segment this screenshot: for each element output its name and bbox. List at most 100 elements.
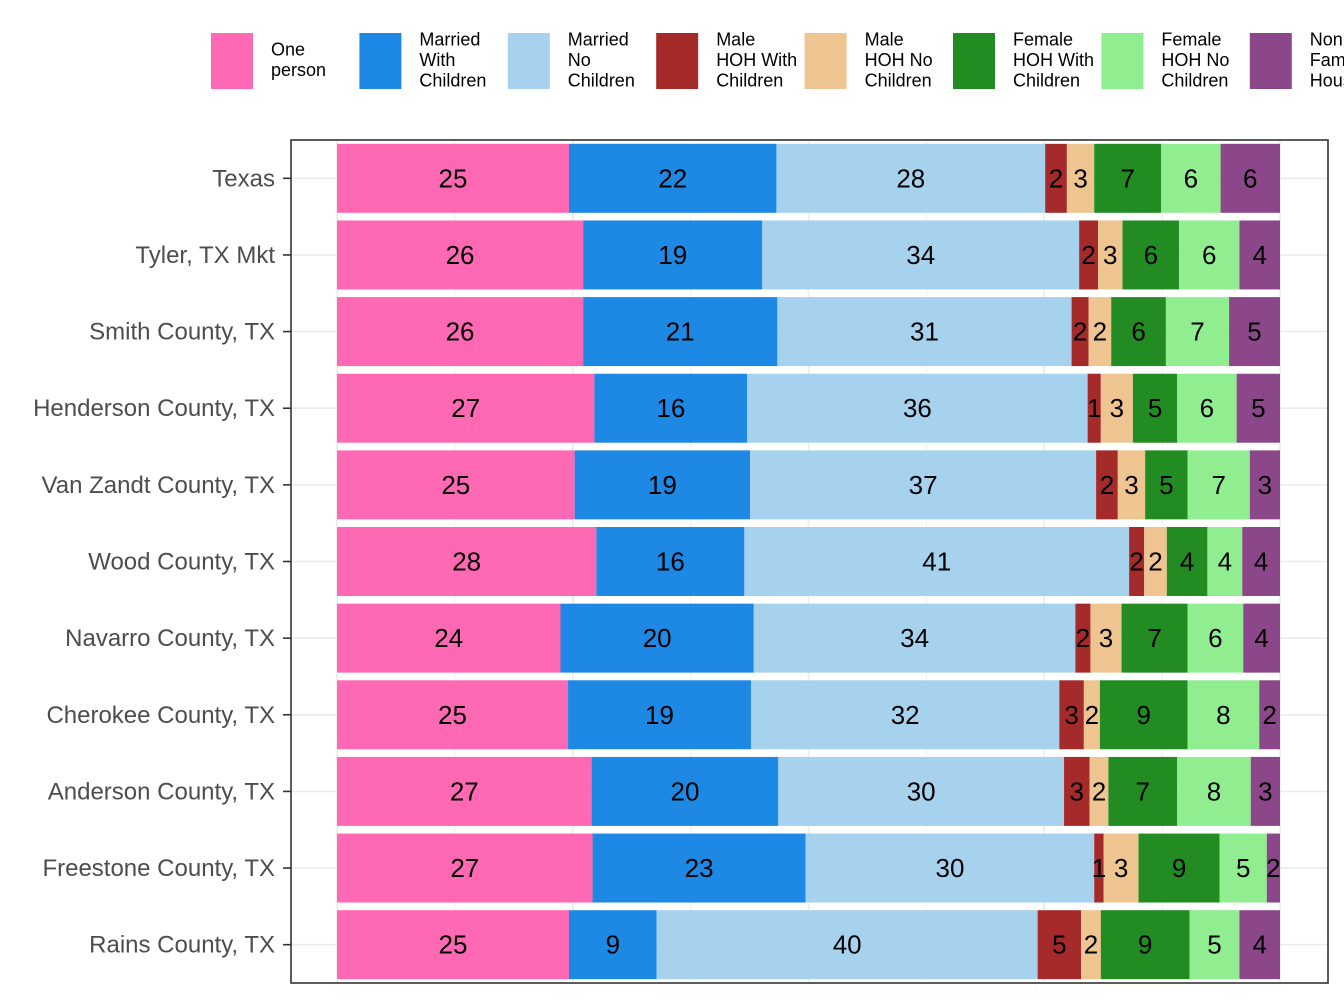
data-label: 24 bbox=[434, 623, 463, 653]
bar-rains-county-tx-one-person bbox=[337, 910, 569, 980]
bar-texas-female-hoh-with-children bbox=[1094, 143, 1162, 213]
bar-navarro-county-tx-non-family-households bbox=[1243, 603, 1280, 673]
data-label: 6 bbox=[1200, 393, 1214, 423]
bar-henderson-county-tx-married-no-children bbox=[747, 373, 1088, 443]
bar-smith-county-tx-one-person bbox=[337, 297, 584, 367]
data-label: 2 bbox=[1092, 776, 1106, 806]
data-label: 28 bbox=[452, 547, 481, 577]
bar-anderson-county-tx-married-with-children bbox=[591, 756, 779, 826]
data-label: 27 bbox=[450, 776, 479, 806]
bar-cherokee-county-tx-male-hoh-no-children bbox=[1083, 680, 1100, 750]
bar-henderson-county-tx-male-hoh-with-children bbox=[1087, 373, 1101, 443]
bar-texas-married-with-children bbox=[568, 143, 777, 213]
bar-rains-county-tx-female-hoh-with-children bbox=[1100, 910, 1190, 980]
data-label: 2 bbox=[1073, 317, 1087, 347]
data-label: 6 bbox=[1208, 623, 1222, 653]
bar-cherokee-county-tx-female-hoh-with-children bbox=[1099, 680, 1188, 750]
bar-anderson-county-tx-one-person bbox=[337, 756, 592, 826]
data-label: 2 bbox=[1093, 317, 1107, 347]
data-label: 27 bbox=[450, 853, 479, 883]
bar-wood-county-tx-one-person bbox=[337, 527, 597, 596]
data-label: 20 bbox=[671, 776, 700, 806]
bar-freestone-county-tx-one-person bbox=[337, 833, 593, 903]
bar-wood-county-tx-non-family-households bbox=[1242, 527, 1280, 596]
legend-key bbox=[953, 33, 995, 89]
legend-label: Children bbox=[716, 70, 783, 90]
bar-tyler-tx-mkt-one-person bbox=[337, 220, 584, 290]
data-label: 1 bbox=[1087, 393, 1101, 423]
bar-tyler-tx-mkt-female-hoh-with-children bbox=[1122, 220, 1180, 290]
legend-label: Married bbox=[568, 29, 629, 49]
legend-label: No bbox=[568, 50, 591, 70]
bar-rains-county-tx-married-with-children bbox=[568, 910, 657, 980]
bar-cherokee-county-tx-married-with-children bbox=[568, 680, 751, 750]
legend-key bbox=[359, 33, 402, 89]
legend-label: Non bbox=[1310, 29, 1343, 49]
data-label: 21 bbox=[666, 317, 695, 347]
bar-navarro-county-tx-one-person bbox=[337, 603, 561, 673]
bar-cherokee-county-tx-non-family-households bbox=[1259, 680, 1280, 750]
bar-van-zandt-county-tx-male-hoh-with-children bbox=[1096, 450, 1118, 520]
data-label: 2 bbox=[1084, 930, 1098, 960]
data-label: 9 bbox=[1137, 700, 1151, 730]
bar-rains-county-tx-male-hoh-with-children bbox=[1037, 910, 1082, 980]
data-label: 7 bbox=[1211, 470, 1225, 500]
bar-wood-county-tx-married-with-children bbox=[596, 527, 745, 596]
data-label: 4 bbox=[1254, 623, 1268, 653]
legend-key bbox=[211, 33, 253, 89]
legend-label: Male bbox=[865, 29, 904, 49]
data-label: 5 bbox=[1159, 470, 1173, 500]
data-label: 2 bbox=[1100, 470, 1114, 500]
bar-texas-female-hoh-no-children bbox=[1161, 143, 1221, 213]
bar-tyler-tx-mkt-male-hoh-with-children bbox=[1079, 220, 1099, 290]
bar-van-zandt-county-tx-female-hoh-no-children bbox=[1187, 450, 1250, 520]
bar-wood-county-tx-male-hoh-no-children bbox=[1144, 527, 1167, 596]
legend-label: HOH With bbox=[716, 50, 797, 70]
data-label: 40 bbox=[833, 930, 862, 960]
data-label: 3 bbox=[1258, 470, 1272, 500]
bar-van-zandt-county-tx-male-hoh-no-children bbox=[1117, 450, 1146, 520]
bar-rains-county-tx-married-no-children bbox=[656, 910, 1038, 980]
bar-wood-county-tx-married-no-children bbox=[744, 527, 1130, 596]
bar-navarro-county-tx-male-hoh-no-children bbox=[1090, 603, 1122, 673]
data-label: 2 bbox=[1262, 700, 1276, 730]
data-label: 4 bbox=[1252, 240, 1266, 270]
bar-smith-county-tx-non-family-households bbox=[1229, 297, 1280, 367]
bar-navarro-county-tx-married-no-children bbox=[753, 603, 1076, 673]
y-tick-label: Texas bbox=[212, 165, 275, 192]
legend-label: Children bbox=[865, 70, 932, 90]
bar-anderson-county-tx-female-hoh-with-children bbox=[1108, 756, 1178, 826]
data-label: 7 bbox=[1147, 623, 1161, 653]
data-label: 3 bbox=[1110, 393, 1124, 423]
bar-van-zandt-county-tx-one-person bbox=[337, 450, 575, 520]
bar-texas-male-hoh-no-children bbox=[1066, 143, 1095, 213]
data-label: 2 bbox=[1085, 700, 1099, 730]
bar-cherokee-county-tx-married-no-children bbox=[750, 680, 1060, 750]
data-label: 2 bbox=[1129, 547, 1143, 577]
bar-tyler-tx-mkt-male-hoh-no-children bbox=[1098, 220, 1123, 290]
data-label: 30 bbox=[935, 853, 964, 883]
legend-label: Children bbox=[1013, 70, 1080, 90]
data-label: 4 bbox=[1180, 547, 1194, 577]
bar-tyler-tx-mkt-married-with-children bbox=[583, 220, 763, 290]
legend-item-non-family-households: NonFamilyHouseholds bbox=[1249, 29, 1344, 90]
data-label: 37 bbox=[909, 470, 938, 500]
y-tick-label: Henderson County, TX bbox=[33, 395, 275, 422]
bar-henderson-county-tx-male-hoh-no-children bbox=[1100, 373, 1133, 443]
bar-anderson-county-tx-married-no-children bbox=[778, 756, 1065, 826]
legend-key bbox=[804, 33, 847, 89]
data-label: 2 bbox=[1081, 240, 1095, 270]
legend-label: HOH No bbox=[865, 50, 933, 70]
data-label: 22 bbox=[658, 163, 687, 193]
bar-smith-county-tx-female-hoh-no-children bbox=[1165, 297, 1230, 367]
y-tick-label: Freestone County, TX bbox=[42, 855, 275, 882]
data-label: 7 bbox=[1120, 163, 1134, 193]
bar-henderson-county-tx-female-hoh-no-children bbox=[1177, 373, 1237, 443]
bar-texas-non-family-households bbox=[1220, 143, 1280, 213]
bar-cherokee-county-tx-female-hoh-no-children bbox=[1187, 680, 1260, 750]
y-tick-label: Smith County, TX bbox=[89, 319, 275, 346]
data-label: 34 bbox=[900, 623, 929, 653]
bar-smith-county-tx-married-with-children bbox=[583, 297, 778, 367]
data-label: 25 bbox=[439, 163, 468, 193]
